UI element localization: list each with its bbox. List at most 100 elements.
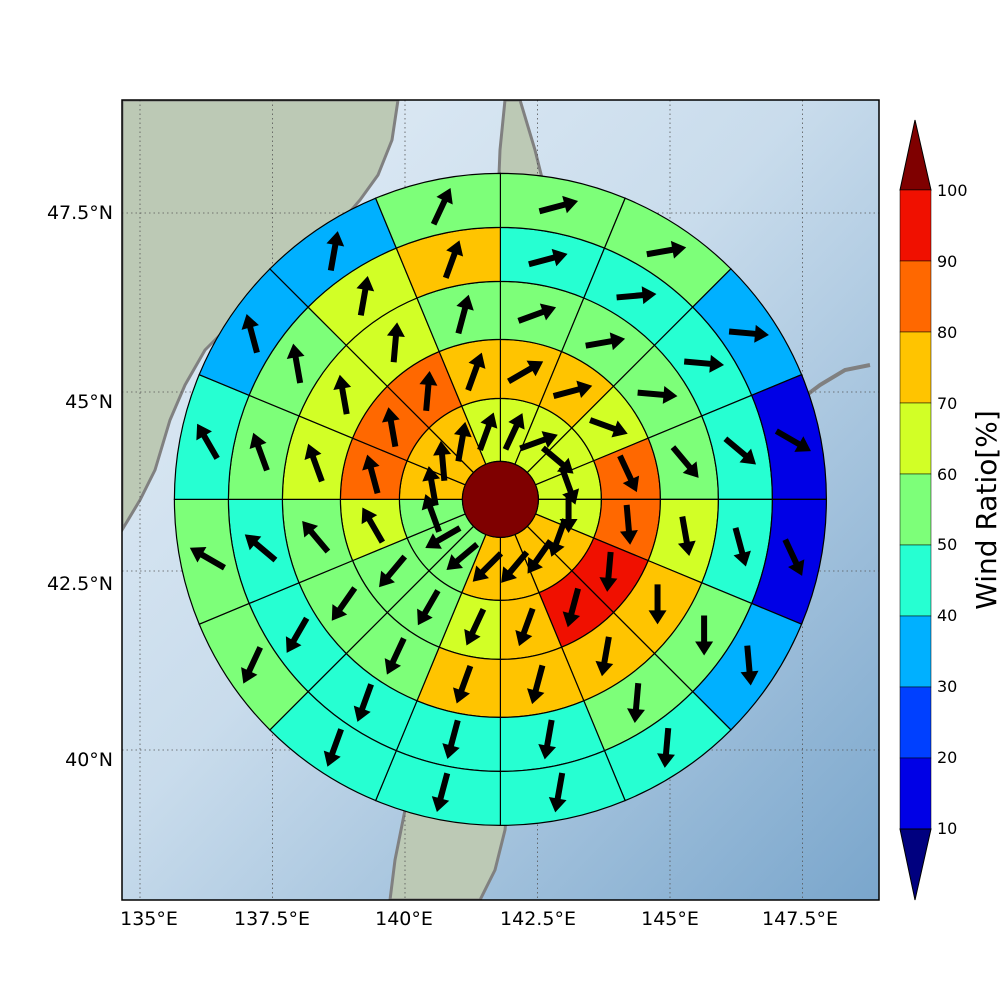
wind-arrow-r1-s12	[362, 454, 381, 495]
wind-arrow-r0-s14	[453, 421, 472, 462]
colorbar-segment-5	[899, 544, 932, 617]
wind-arrow-r4-s1	[646, 240, 687, 259]
wind-arrow-r2-s3	[670, 445, 699, 478]
colorbar-segment-0	[899, 189, 932, 262]
wind-arrow-r0-s12	[422, 466, 441, 507]
wind-arrow-r3-s0	[528, 248, 568, 268]
colorbar-label-20: 20	[937, 748, 957, 767]
wind-arrow-r2-s13	[333, 374, 352, 415]
wind-arrow-r4-s13	[241, 313, 260, 354]
colorbar-segment-4	[899, 473, 932, 546]
wind-arrow-r3-s3	[723, 436, 757, 465]
wind-arrow-r4-s15	[430, 188, 453, 226]
lat-tick-1: 45°N	[65, 391, 113, 413]
wind-arrow-r1-s9	[417, 589, 441, 626]
wind-arrow-r4-s4	[782, 538, 805, 576]
wind-arrow-r1-s6	[562, 587, 581, 628]
colorbar: 100 90 80 70 60 50 40 30 20 10 Wind Rati…	[899, 119, 1000, 901]
wind-arrow-r1-s13	[381, 407, 400, 448]
lon-tick-1: 137.5°E	[234, 908, 310, 930]
lat-tick-0: 47.5°N	[47, 202, 113, 224]
cyclone-eye	[461, 460, 539, 538]
wind-arrow-r4-s8	[431, 772, 451, 812]
colorbar-segment-6	[899, 615, 932, 688]
axis-tick-labels: 135°E 137.5°E 140°E 142.5°E 145°E 147.5°…	[47, 202, 838, 930]
colorbar-title: Wind Ratio[%]	[970, 410, 1000, 610]
wind-arrow-r4-s11	[189, 546, 226, 571]
wind-arrow-r1-s1	[552, 380, 593, 399]
wind-arrow-r2-s5	[648, 584, 667, 625]
colorbar-segment-1	[899, 260, 932, 333]
colorbar-segment-3	[899, 402, 932, 475]
wind-arrow-r4-s6	[657, 727, 675, 768]
colorbar-label-100: 100	[937, 181, 968, 200]
wind-arrow-r4-s10	[241, 646, 263, 684]
colorbar-label-30: 30	[937, 677, 957, 696]
wind-arrow-r3-s13	[286, 343, 305, 384]
wind-arrow-r2-s0	[517, 303, 557, 324]
wind-arrow-r2-s15	[455, 294, 474, 335]
wind-arrow-r3-s10	[285, 616, 310, 653]
wind-arrow-r4-s3	[774, 428, 811, 452]
lon-tick-5: 147.5°E	[762, 908, 838, 930]
wind-arrow-r3-s2	[683, 354, 725, 373]
colorbar-label-80: 80	[937, 323, 957, 342]
wind-arrow-r1-s5	[599, 551, 618, 592]
colorbar-label-50: 50	[937, 535, 957, 554]
wind-arrow-r1-s0	[507, 360, 544, 385]
wind-arrow-r4-s2	[728, 324, 769, 343]
wind-arrow-r1-s2	[589, 417, 628, 438]
map-frame	[121, 99, 880, 901]
colorbar-segment-7	[899, 686, 932, 759]
wind-arrow-r2-s6	[595, 636, 614, 677]
wind-arrow-r2-s4	[677, 516, 696, 556]
wind-arrow-r1-s15	[465, 352, 486, 392]
colorbar-under-triangle	[899, 828, 932, 901]
lon-tick-3: 142.5°E	[500, 908, 576, 930]
wind-arrow-r0-s1	[519, 431, 558, 452]
colorbar-segment-2	[899, 331, 932, 404]
wind-arrow-r3-s5	[695, 615, 714, 656]
wind-arrow-r1-s4	[619, 504, 638, 545]
wind-arrow-r3-s7	[538, 719, 557, 760]
wind-arrow-r3-s9	[353, 683, 374, 722]
lon-tick-0: 135°E	[120, 908, 178, 930]
wind-arrow-r1-s8	[464, 607, 487, 646]
colorbar-label-40: 40	[937, 606, 957, 625]
wind-arrow-r1-s7	[515, 607, 536, 647]
wind-arrow-r2-s14	[386, 322, 405, 363]
colorbar-label-70: 70	[937, 394, 957, 413]
wind-arrow-r4-s14	[326, 231, 345, 272]
wind-arrow-r3-s8	[442, 719, 461, 760]
wind-arrow-r2-s1	[585, 332, 626, 351]
colorbar-labels: 100 90 80 70 60 50 40 30 20 10	[937, 181, 968, 838]
wind-arrow-r4-s9	[323, 728, 344, 767]
colorbar-label-90: 90	[937, 252, 957, 271]
wind-arrows	[189, 188, 811, 813]
wind-arrow-r2-s11	[302, 520, 331, 554]
wind-arrow-r0-s9	[446, 542, 480, 571]
wind-arrow-r0-s10	[425, 525, 462, 549]
wind-arrow-r0-s7	[501, 550, 530, 583]
wind-arrow-r0-s5	[547, 518, 568, 557]
wind-arrow-r3-s6	[627, 682, 645, 724]
wind-arrow-r0-s8	[472, 551, 504, 582]
wind-arrow-r4-s5	[740, 645, 759, 686]
wind-arrow-r1-s10	[379, 554, 408, 588]
lat-tick-3: 40°N	[65, 749, 113, 771]
wind-arrow-r1-s14	[419, 370, 438, 412]
colorbar-segments	[899, 189, 932, 830]
wind-arrow-r2-s10	[331, 586, 358, 621]
colorbar-segment-8	[899, 757, 932, 830]
lat-tick-2: 42.5°N	[47, 573, 113, 595]
wind-arrow-r0-s2	[540, 445, 574, 474]
wind-arrow-r1-s11	[361, 507, 386, 544]
wind-arrow-r2-s12	[304, 443, 325, 483]
wind-arrow-r0-s15	[477, 412, 498, 452]
wind-arrow-r2-s7	[527, 664, 546, 705]
wind-arrow-r0-s0	[502, 413, 525, 451]
wind-arrow-r4-s7	[548, 772, 567, 813]
wind-arrow-r0-s13	[433, 440, 452, 481]
colorbar-over-triangle	[899, 119, 932, 191]
